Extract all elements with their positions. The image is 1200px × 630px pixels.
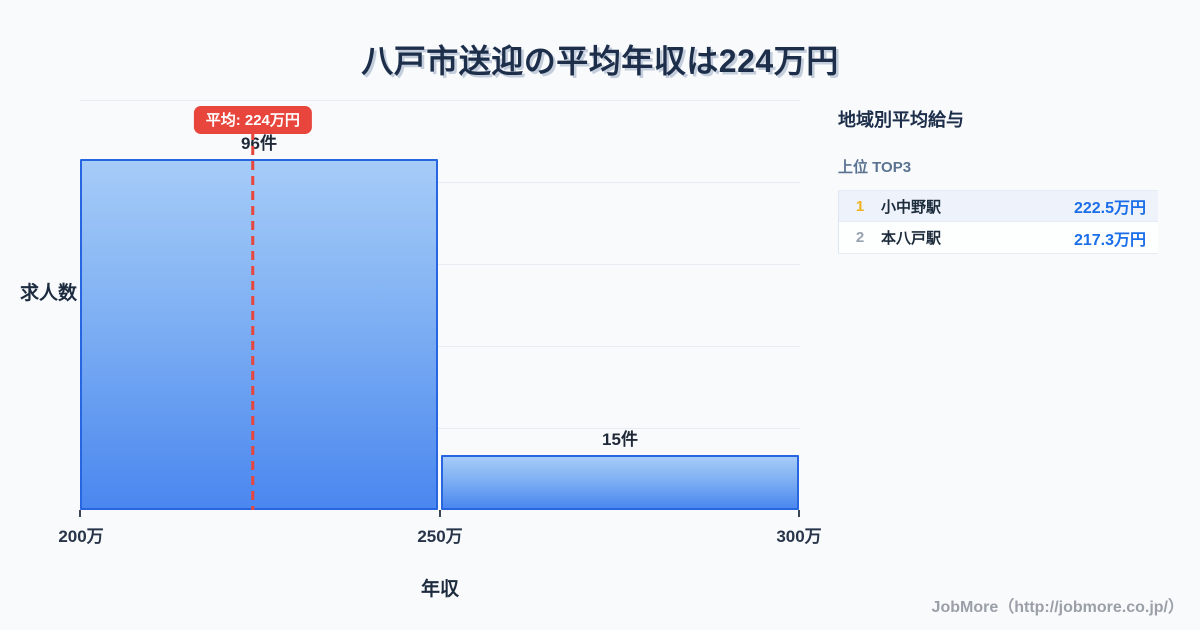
gridline: [80, 428, 800, 429]
average-value-badge: 平均: 224万円: [193, 106, 312, 134]
histogram-bar-200-250: [80, 159, 438, 510]
gridline: [80, 182, 800, 183]
bar-count-label: 96件: [241, 134, 277, 153]
station-name: 本八戸駅: [881, 230, 942, 247]
station-salary: 217.3万円: [1073, 231, 1146, 249]
sidebar-heading: 地域別平均給与: [838, 110, 964, 130]
x-tick-label-250: 250万: [417, 527, 463, 546]
gridline: [80, 264, 800, 265]
rank-number: 2: [855, 229, 865, 246]
y-axis-label: 求人数: [20, 283, 78, 304]
ranking-row-1: 1 小中野駅 222.5万円: [839, 190, 1158, 222]
gridline: [80, 100, 800, 101]
gridline: [80, 346, 800, 347]
ranking-row-2: 2 本八戸駅 217.3万円: [839, 222, 1158, 254]
x-tick-label-200: 200万: [58, 527, 104, 546]
regional-salary-sidebar: 地域別平均給与 上位 TOP3 1 小中野駅 222.5万円 2 本八戸駅 21…: [838, 106, 1158, 254]
sidebar-subheading: 上位 TOP3: [838, 159, 912, 176]
histogram-bar-250-300: [441, 455, 799, 510]
x-axis-tick: [798, 510, 800, 517]
x-axis-tick: [439, 510, 441, 517]
x-axis-label: 年収: [420, 579, 459, 600]
site-credit: JobMore（http://jobmore.co.jp/）: [931, 599, 1184, 616]
x-tick-label-300: 300万: [776, 527, 822, 546]
ranking-list: 1 小中野駅 222.5万円 2 本八戸駅 217.3万円: [838, 190, 1158, 254]
station-salary: 222.5万円: [1073, 200, 1146, 217]
page-title: 八戸市送迎の平均年収は224万円: [361, 43, 839, 79]
average-dashed-line: [251, 131, 255, 510]
histogram-plot-area: 96件 15件 平均: 224万円: [80, 100, 800, 510]
station-name: 小中野駅: [881, 198, 942, 216]
rank-number: 1: [855, 197, 865, 215]
x-axis-tick: [79, 510, 81, 517]
bar-count-label: 15件: [602, 430, 638, 449]
